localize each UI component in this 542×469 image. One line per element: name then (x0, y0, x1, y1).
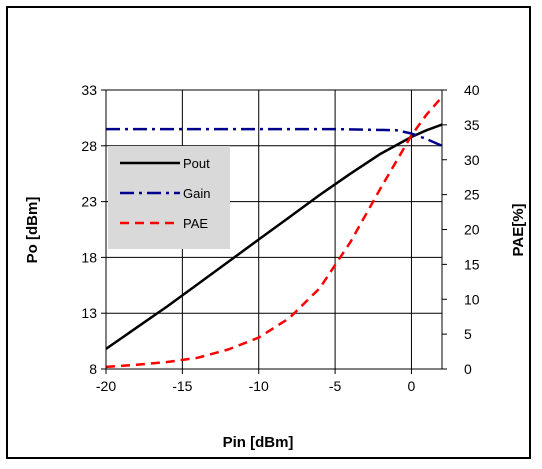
y2-tick-label: 15 (464, 256, 480, 272)
y2-tick-label: 30 (464, 152, 480, 168)
x-axis-title: Pin [dBm] (223, 434, 294, 451)
y2-tick-label: 25 (464, 187, 480, 203)
y2-tick-label: 5 (464, 326, 472, 342)
y2-tick-label: 0 (464, 361, 472, 377)
x-tick-label: -15 (172, 378, 192, 394)
y2-tick-label: 40 (464, 82, 480, 98)
y-axis-title: Po [dBm] (24, 197, 41, 264)
y-tick-label: 13 (81, 305, 97, 321)
y2-tick-label: 10 (464, 291, 480, 307)
series-line-pae (105, 96, 443, 369)
y-tick-label: 23 (81, 194, 97, 210)
x-tick-label: -20 (96, 378, 116, 394)
series-layer (105, 96, 443, 369)
axis-layer (101, 89, 447, 374)
legend-label-gain: Gain (183, 186, 210, 201)
y-tick-label: 33 (81, 82, 97, 98)
legend-box (108, 146, 230, 249)
y-tick-label: 28 (81, 138, 97, 154)
tick-layer: 8 13 18 23 28 33 -20 -15 -10 -5 0 0 5 10 15 20 25 30 35 40 (81, 82, 479, 394)
x-tick-label: -10 (249, 378, 269, 394)
y2-axis-title: PAE[%] (510, 203, 527, 256)
legend-label-pae: PAE (183, 216, 208, 231)
legend: Pout Gain PAE (108, 146, 230, 249)
x-tick-label: 0 (408, 378, 416, 394)
y2-tick-label: 35 (464, 117, 480, 133)
y-tick-label: 8 (89, 361, 97, 377)
x-tick-label: -5 (329, 378, 342, 394)
y2-tick-label: 20 (464, 222, 480, 238)
series-line-gain (106, 127, 443, 147)
y-tick-label: 18 (81, 249, 97, 265)
legend-label-pout: Pout (183, 156, 210, 171)
